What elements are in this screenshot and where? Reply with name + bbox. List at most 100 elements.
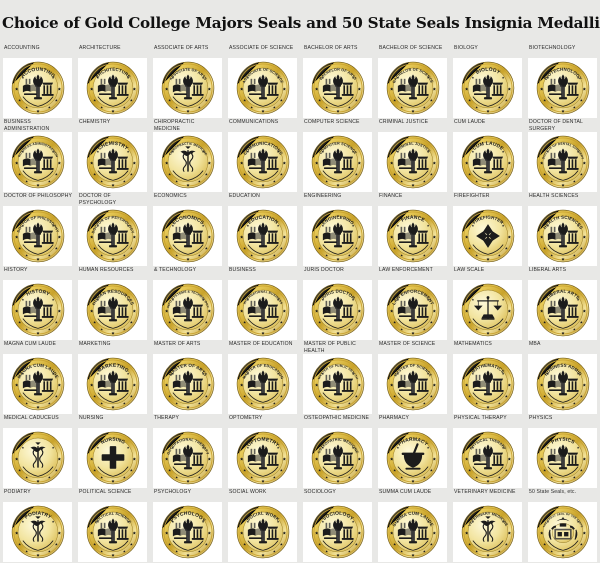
seal-cell[interactable]: BIOTECHNOLOGY [525, 45, 600, 119]
seal-tile[interactable]: OCCUPATIONAL THERAPY [153, 428, 222, 489]
seal-tile[interactable]: POLITICAL SCIENCE [78, 502, 147, 563]
seal-cell[interactable]: & TECHNOLOGY [150, 267, 225, 341]
seal-cell[interactable]: MEDICAL CADUCEUS [0, 415, 75, 489]
seal-cell[interactable]: CRIMINAL JUSTICE [375, 119, 450, 193]
seal-tile[interactable] [3, 428, 72, 489]
seal-tile[interactable]: CUM LAUDE [453, 132, 522, 193]
seal-tile[interactable]: THE GREAT SEAL OF THE STATE [528, 502, 597, 563]
seal-cell[interactable]: FIREFIGHTER FIREFIGHTER [450, 193, 525, 267]
seal-cell[interactable]: PHYSICAL THERAPY [450, 415, 525, 489]
seal-cell[interactable]: PHYSICS [525, 415, 600, 489]
seal-cell[interactable]: DOCTOR OF PHILOSOPHY [0, 193, 75, 267]
seal-cell[interactable]: MATHEMATICS [450, 341, 525, 415]
seal-tile[interactable]: MAGNA CUM LAUDE [3, 354, 72, 415]
seal-cell[interactable]: CUM LAUDE [450, 119, 525, 193]
seal-tile[interactable]: DOCTOR OF PSYCHOLOGY [78, 206, 147, 267]
seal-cell[interactable]: POLITICAL SCIENCE [75, 489, 150, 563]
seal-tile[interactable]: BIOLOGY [453, 58, 522, 119]
seal-tile[interactable]: NURSING [78, 428, 147, 489]
seal-cell[interactable]: SOCIOLOGY [300, 489, 375, 563]
seal-tile[interactable]: LAW ENFORCEMENT [378, 280, 447, 341]
seal-cell[interactable]: BUSINESS [225, 267, 300, 341]
seal-tile[interactable]: PSYCHOLOGY [153, 502, 222, 563]
seal-tile[interactable]: JURIS DOCTOR [303, 280, 372, 341]
seal-tile[interactable]: SOCIAL WORK [228, 502, 297, 563]
seal-tile[interactable]: COMPUTER SCIENCE [303, 132, 372, 193]
seal-cell[interactable]: SUMMA CUM LAUDE [375, 489, 450, 563]
seal-tile[interactable]: CRIMINAL JUSTICE [378, 132, 447, 193]
seal-cell[interactable]: FINANCE [375, 193, 450, 267]
seal-cell[interactable]: CHEMISTRY [75, 119, 150, 193]
seal-cell[interactable]: ENGINEERING [300, 193, 375, 267]
seal-cell[interactable]: SOCIAL WORK [225, 489, 300, 563]
seal-tile[interactable]: SUMMA CUM LAUDE [378, 502, 447, 563]
seal-cell[interactable]: HUMAN RESOURCES [75, 267, 150, 341]
seal-tile[interactable]: ACCOUNTING [3, 58, 72, 119]
seal-tile[interactable]: BACHELOR OF ARTS [303, 58, 372, 119]
seal-tile[interactable]: BIOTECHNOLOGY [528, 58, 597, 119]
seal-tile[interactable]: PHARMACY [378, 428, 447, 489]
seal-tile[interactable]: PODIATRY [3, 502, 72, 563]
seal-cell[interactable]: ECONOMICS [150, 193, 225, 267]
seal-tile[interactable]: ARCHITECTURE [78, 58, 147, 119]
seal-tile[interactable]: PHYSICS [528, 428, 597, 489]
seal-cell[interactable]: OSTEOPATHIC MEDICINE [300, 415, 375, 489]
seal-tile[interactable]: ENGINEERING [303, 206, 372, 267]
seal-tile[interactable]: HEALTH SCIENCES [528, 206, 597, 267]
seal-cell[interactable]: DOCTOR OF PSYCHOLOGY [75, 193, 150, 267]
seal-cell[interactable]: MASTER OF PUBLIC HEALTH [300, 341, 375, 415]
seal-tile[interactable]: MASTER OF EDUCATION [228, 354, 297, 415]
seal-tile[interactable]: HISTORY [3, 280, 72, 341]
seal-tile[interactable]: DOCTOR OF PHILOSOPHY [3, 206, 72, 267]
seal-tile[interactable] [453, 280, 522, 341]
seal-tile[interactable]: CHIROPRACTIC MEDICINE [153, 132, 222, 193]
seal-tile[interactable]: EDUCATION [228, 206, 297, 267]
seal-tile[interactable]: BUSINESS ADMINISTRATION [3, 132, 72, 193]
seal-cell[interactable]: NURSING NURSING [75, 415, 150, 489]
seal-tile[interactable]: HUMAN RESOURCES [78, 280, 147, 341]
seal-tile[interactable]: DOCTOR OF DENTAL SURGERY [528, 132, 597, 193]
seal-cell[interactable]: VETERINARY MEDICINE VETERINARY MEDICINE [450, 489, 525, 563]
seal-cell[interactable]: COMMUNICATIONS [225, 119, 300, 193]
seal-cell[interactable]: DOCTOR OF DENTAL SURGERY [525, 119, 600, 193]
seal-tile[interactable]: VETERINARY MEDICINE [453, 502, 522, 563]
seal-cell[interactable]: MASTER OF EDUCATION [225, 341, 300, 415]
seal-cell[interactable]: BACHELOR OF ARTS [300, 45, 375, 119]
seal-cell[interactable]: JURIS DOCTOR [300, 267, 375, 341]
seal-cell[interactable]: LIBERAL ARTS [525, 267, 600, 341]
seal-cell[interactable]: HEALTH SCIENCES [525, 193, 600, 267]
seal-cell[interactable]: OPTOMETRY [225, 415, 300, 489]
seal-cell[interactable]: BUSINESS ADMINISTRATION [0, 119, 75, 193]
seal-tile[interactable]: ASSOCIATE OF SCIENCE [228, 58, 297, 119]
seal-cell[interactable]: 50 State Seals, etc. THE GREAT SEAL OF T… [525, 489, 600, 563]
seal-cell[interactable]: ASSOCIATE OF ARTS [150, 45, 225, 119]
seal-tile[interactable]: MASTER OF ARTS [153, 354, 222, 415]
seal-tile[interactable]: OSTEOPATHIC MEDICINE [303, 428, 372, 489]
seal-cell[interactable]: ACCOUNTING [0, 45, 75, 119]
seal-cell[interactable]: MARKETING [75, 341, 150, 415]
seal-cell[interactable]: LAW ENFORCEMENT [375, 267, 450, 341]
seal-tile[interactable]: LIBERAL ARTS [528, 280, 597, 341]
seal-tile[interactable]: OPTOMETRY [228, 428, 297, 489]
seal-tile[interactable]: MATHEMATICS [453, 354, 522, 415]
seal-cell[interactable]: MAGNA CUM LAUDE [0, 341, 75, 415]
seal-cell[interactable]: HISTORY [0, 267, 75, 341]
seal-tile[interactable]: MARKETING [78, 354, 147, 415]
seal-cell[interactable]: BACHELOR OF SCIENCE [375, 45, 450, 119]
seal-tile[interactable]: CHEMISTRY [78, 132, 147, 193]
seal-tile[interactable]: PHYSICAL THERAPY [453, 428, 522, 489]
seal-cell[interactable]: CHIROPRACTIC MEDICINE CHIROPRACTIC MEDIC… [150, 119, 225, 193]
seal-cell[interactable]: PHARMACY PHARMACY [375, 415, 450, 489]
seal-tile[interactable]: MASTER OF PUBLIC HEALTH [303, 354, 372, 415]
seal-cell[interactable]: LAW SCALE [450, 267, 525, 341]
seal-tile[interactable]: MASTER OF SCIENCE [378, 354, 447, 415]
seal-cell[interactable]: BIOLOGY [450, 45, 525, 119]
seal-tile[interactable]: BACHELOR OF SCIENCE [378, 58, 447, 119]
seal-cell[interactable]: COMPUTER SCIENCE [300, 119, 375, 193]
seal-tile[interactable]: INFO SYSTEMS & TECHNOLOGY [153, 280, 222, 341]
seal-tile[interactable]: ECONOMICS [153, 206, 222, 267]
seal-tile[interactable]: COMMUNICATIONS [228, 132, 297, 193]
seal-tile[interactable]: FIREFIGHTER [453, 206, 522, 267]
seal-cell[interactable]: ARCHITECTURE [75, 45, 150, 119]
seal-cell[interactable]: ASSOCIATE OF SCIENCE [225, 45, 300, 119]
